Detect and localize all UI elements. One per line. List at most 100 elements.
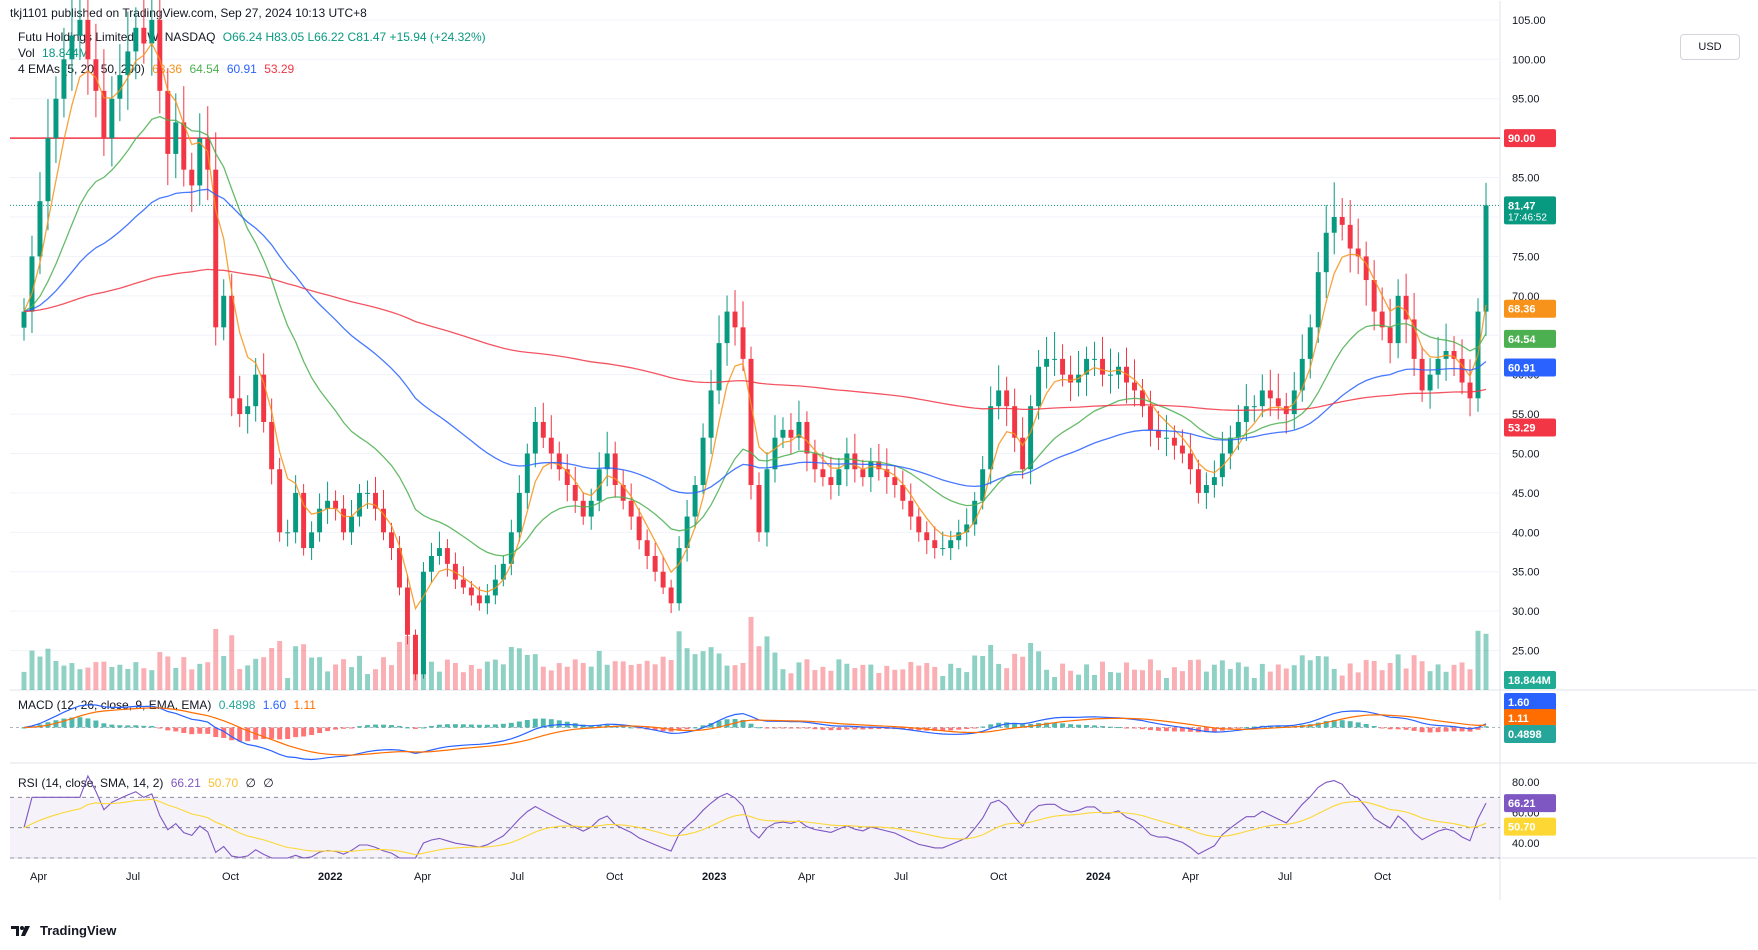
candle-body [1132,382,1137,391]
candle-body [1243,406,1249,422]
candle-body [860,469,866,478]
ema20-value: 64.54 [189,62,220,76]
volume-bar [844,663,850,690]
macd-hist-bar [1004,722,1010,728]
macd-hist-value: 0.4898 [218,698,256,712]
macd-hist-bar [1147,727,1153,731]
volume-bar [1076,674,1082,690]
macd-hist-bar [373,724,378,728]
symbol-legend[interactable]: Futu Holdings Limited, 1W, NASDAQ O66.24… [18,30,490,44]
badge-90: 90.00 [1504,129,1556,148]
macd-hist-bar [1443,727,1449,732]
macd-hist-bar [1163,727,1169,732]
volume-bar [436,671,442,690]
macd-hist-bar [317,727,323,733]
volume-bar [1139,670,1145,690]
volume-bar [612,661,618,690]
macd-hist-bar [548,719,554,728]
rsi-legend[interactable]: RSI (14, close, SMA, 14, 2) 66.21 50.70 … [18,776,278,790]
macd-hist-bar [476,724,482,728]
tradingview-logo[interactable]: TradingView [10,923,116,938]
macd-hist-bar [932,727,938,731]
candle-body [85,19,91,60]
macd-hist-bar [1275,725,1281,728]
macd-hist-bar [1132,727,1137,729]
badge-signal: 1.11 [1504,709,1556,727]
candle-body [45,138,51,202]
candle-body [764,469,770,533]
badge-rsi-label: 66.21 [1508,798,1536,810]
volume-bar [732,665,738,690]
candle-body [309,532,315,549]
candle-body [996,390,1002,407]
badge-90-label: 90.00 [1508,133,1536,145]
candle-body [1419,358,1425,391]
candle-body [29,256,35,312]
candle-body [1379,311,1385,328]
volume-bar [1427,671,1433,690]
candle-body [109,98,115,139]
candle-body [524,453,530,493]
volume-bar [924,663,930,690]
macd-hist-bar [764,727,770,729]
volume-bar [1195,659,1201,690]
volume-bar [692,654,698,690]
candle-body [1100,358,1106,375]
volume-bar [197,663,203,690]
macd-hist-bar [1155,727,1161,731]
volume-bar [1060,663,1066,690]
volume-bar [365,674,371,690]
candle-body [876,461,882,470]
candle-body [1299,358,1305,391]
macd-line [23,704,1487,761]
volume-bar [117,664,123,690]
volume-bar [1299,655,1305,690]
candle-body [716,343,722,391]
macd-hist-bar [173,727,179,732]
candle-body [1451,351,1457,359]
volume-bar [660,656,666,690]
currency-button[interactable]: USD [1680,34,1740,60]
rsi-tick: 80.00 [1512,777,1540,789]
time-tick: 2024 [1086,871,1111,883]
volume-bar [956,667,962,690]
macd-hist-bar [1251,726,1257,728]
candle-body [1052,358,1058,360]
volume-bar [325,671,331,690]
macd-hist-bar [101,723,107,728]
macd-hist-bar [484,724,490,728]
volume-bar [1052,677,1058,690]
candle-body [964,524,970,533]
volume-bar [796,662,802,690]
macd-hist-bar [492,724,498,728]
volume-bar [1347,663,1353,690]
candle-body [436,548,442,556]
candle-body [221,295,227,328]
candle-body [1036,366,1042,407]
candle-body [373,492,378,509]
macd-hist-bar [524,720,530,728]
candle-body [93,59,99,91]
candle-body [381,508,386,533]
volume-bar [157,652,163,690]
candle-body [612,453,618,486]
horizontal-line-90 [10,137,1500,206]
candle-body [940,548,946,550]
candle-body [1012,406,1018,438]
rsi-line [23,774,1487,859]
candle-body [988,406,994,470]
macd-hist-bar [780,727,786,729]
macd-hist-bar [1331,720,1337,728]
candle-body [1171,437,1177,446]
symbol-name[interactable]: Futu Holdings Limited, 1W, NASDAQ [18,30,216,44]
badge-rsi-sma: 50.70 [1504,817,1556,836]
candle-body [676,548,682,604]
volume-bar [229,635,235,690]
volume-legend[interactable]: Vol 18.844M [18,46,93,60]
candle-body [1004,390,1010,407]
volume-bar [317,657,323,690]
time-tick: Jul [510,871,524,883]
volume-bar [1451,664,1457,690]
